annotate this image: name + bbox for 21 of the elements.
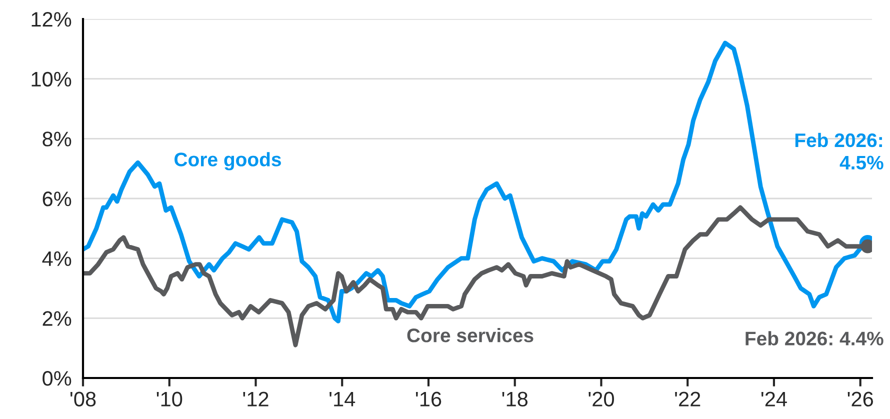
series-label: Core goods [174,152,281,170]
annotation: Feb 2026: 4.4% [746,331,884,346]
x-tick-label: '18 [502,392,528,406]
y-tick-label: 2% [42,311,72,326]
x-tick-label: '20 [588,392,614,406]
y-tick-label: 6% [42,192,72,206]
y-tick-label: 12% [32,12,72,27]
x-tick-label: '14 [330,392,356,406]
x-tick-label: '24 [761,392,787,406]
series-label: Core services [407,328,534,342]
x-tick-label: '16 [416,392,442,406]
x-tick-label: '26 [848,392,873,406]
x-tick-label: '12 [243,392,268,406]
x-tick-label: '08 [70,392,96,406]
annotation: Feb 2026: 4.5% [795,132,884,170]
y-tick-label: 0% [42,371,72,386]
y-tick-label: 8% [42,132,72,146]
x-tick-label: '10 [156,392,182,406]
y-tick-label: 4% [42,251,72,266]
y-tick-label: 10% [32,72,72,87]
x-tick-label: '22 [675,392,700,406]
